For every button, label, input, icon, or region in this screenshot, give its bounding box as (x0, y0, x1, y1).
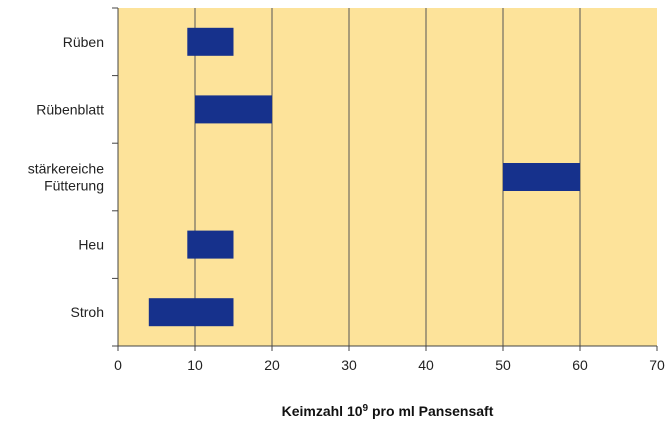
category-label: Stroh (71, 304, 104, 320)
x-tick-label: 20 (264, 357, 280, 373)
bar-2 (195, 95, 272, 124)
x-tick-label: 0 (114, 357, 122, 373)
category-label: Rüben (63, 34, 104, 50)
category-label: Heu (78, 237, 104, 253)
x-tick-label: 30 (341, 357, 357, 373)
x-axis-title-suffix: pro ml Pansensaft (368, 403, 494, 419)
category-label-line: Heu (78, 237, 104, 253)
x-tick-label: 40 (418, 357, 434, 373)
category-labels: Rüben Rübenblatt stärkereiche Fütterung Heu S… (28, 34, 104, 320)
x-axis-title: Keimzahl 109 pro ml Pansensaft (282, 403, 494, 420)
x-tick-label: 60 (572, 357, 588, 373)
bar-4 (187, 230, 234, 259)
category-label-line: stärkereiche (28, 161, 104, 177)
category-label: stärkereiche Fütterung (28, 161, 104, 194)
bar-1 (187, 27, 234, 56)
axes (112, 7, 658, 351)
bar-3 (503, 163, 580, 191)
category-label-line: Fütterung (44, 178, 104, 194)
range-bars (148, 27, 580, 327)
x-tick-label: 70 (649, 357, 665, 373)
x-axis-title-exponent: 9 (363, 403, 369, 414)
x-tick-label: 50 (495, 357, 511, 373)
category-label-line: Rübenblatt (36, 101, 104, 117)
x-axis-title-prefix: Keimzahl 10 (282, 403, 363, 419)
category-label-line: Stroh (71, 304, 104, 320)
bar-5 (148, 298, 234, 327)
category-label-line: Rüben (63, 34, 104, 50)
x-tick-labels: 0 10 20 30 40 50 60 70 (114, 357, 665, 373)
x-tick-label: 10 (187, 357, 203, 373)
category-label: Rübenblatt (36, 101, 104, 117)
